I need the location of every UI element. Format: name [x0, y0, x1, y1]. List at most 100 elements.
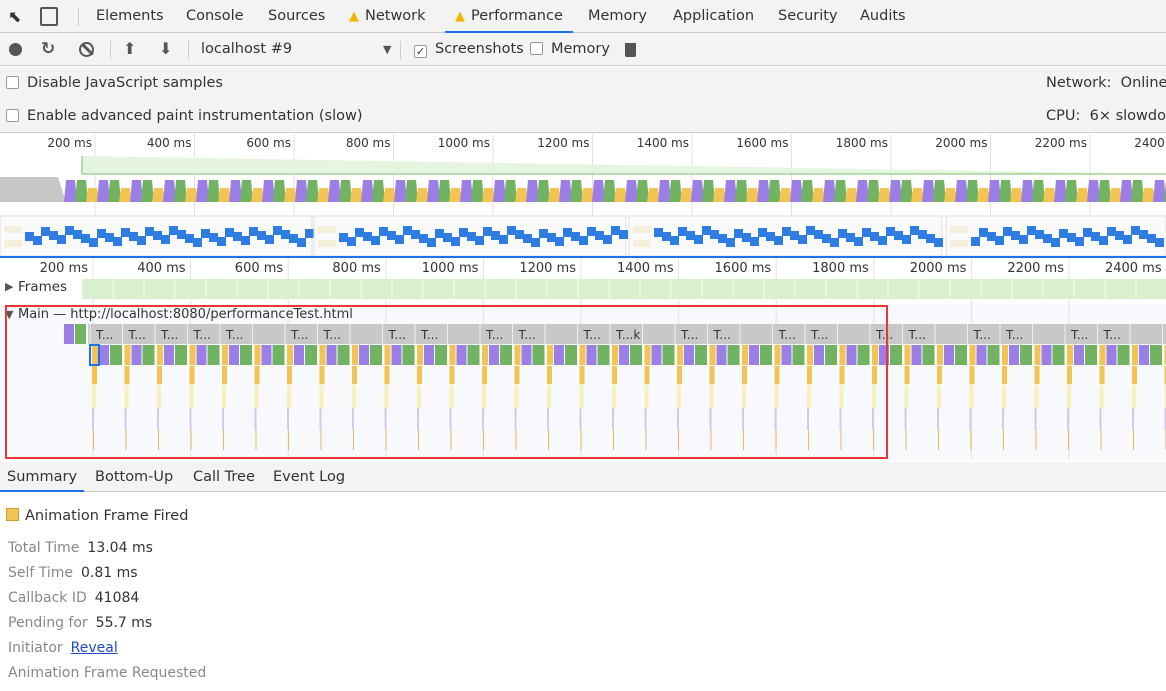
save-profile-icon[interactable]: ⬇: [159, 39, 173, 58]
function-call-event[interactable]: [807, 366, 812, 384]
recalc-style-event[interactable]: [1074, 345, 1084, 365]
js-event[interactable]: [547, 408, 549, 430]
recalc-style-event[interactable]: [196, 345, 207, 365]
animation-frame-event[interactable]: [677, 345, 683, 365]
function-call-event[interactable]: [384, 366, 390, 384]
selected-event[interactable]: [89, 344, 100, 366]
chevron-down-icon[interactable]: ▼: [383, 43, 392, 56]
recalc-style-event[interactable]: [326, 345, 337, 365]
js-event[interactable]: [645, 430, 647, 450]
function-call-event[interactable]: [904, 366, 910, 384]
js-event[interactable]: [839, 385, 844, 409]
device-toolbar-icon[interactable]: [40, 7, 58, 26]
js-event[interactable]: [808, 430, 809, 450]
tab-memory[interactable]: Memory: [588, 0, 647, 33]
js-event[interactable]: [92, 385, 96, 409]
paint-event[interactable]: [1020, 345, 1032, 365]
js-event[interactable]: [710, 430, 712, 450]
tab-performance[interactable]: ▲ Performance: [445, 0, 573, 33]
function-call-event[interactable]: [547, 366, 552, 384]
paint-event[interactable]: [175, 345, 187, 365]
recalc-style-event[interactable]: [521, 345, 532, 365]
advanced-paint-checkbox[interactable]: Enable advanced paint instrumentation (s…: [6, 108, 362, 124]
paint-event[interactable]: [370, 345, 382, 365]
paint-event[interactable]: [857, 345, 870, 365]
trash-icon[interactable]: [625, 43, 636, 57]
js-event[interactable]: [254, 408, 257, 430]
paint-event[interactable]: [890, 345, 902, 365]
js-event[interactable]: [840, 430, 842, 450]
animation-frame-event[interactable]: [222, 345, 228, 365]
record-icon[interactable]: [9, 43, 22, 56]
paint-event[interactable]: [467, 345, 480, 365]
js-event[interactable]: [579, 408, 582, 430]
paint-event[interactable]: [987, 345, 1000, 365]
paint-event[interactable]: [695, 345, 707, 365]
memory-checkbox[interactable]: Memory: [530, 33, 610, 66]
recalc-style-event[interactable]: [131, 345, 142, 365]
js-event[interactable]: [125, 430, 127, 450]
animation-frame-event[interactable]: [482, 345, 488, 365]
paint-event[interactable]: [597, 345, 610, 365]
js-event[interactable]: [254, 385, 259, 409]
animation-frame-event[interactable]: [709, 345, 716, 365]
recalc-style-event[interactable]: [1139, 345, 1149, 365]
animation-frame-event[interactable]: [742, 345, 748, 365]
recalc-style-event[interactable]: [879, 345, 889, 365]
recalc-style-event[interactable]: [424, 345, 434, 365]
js-event[interactable]: [1164, 408, 1166, 430]
js-event[interactable]: [775, 430, 777, 450]
js-event[interactable]: [449, 385, 454, 409]
function-call-event[interactable]: [872, 366, 877, 384]
js-event[interactable]: [384, 408, 387, 430]
js-event[interactable]: [1035, 430, 1037, 450]
js-event[interactable]: [418, 430, 419, 450]
clear-icon[interactable]: [79, 42, 94, 57]
recalc-style-event[interactable]: [1106, 345, 1117, 365]
tab-console[interactable]: Console: [186, 0, 244, 33]
js-event[interactable]: [514, 385, 519, 409]
animation-frame-event[interactable]: [1034, 345, 1041, 365]
js-event[interactable]: [1034, 408, 1037, 430]
js-event[interactable]: [969, 408, 972, 430]
paint-event[interactable]: [922, 345, 935, 365]
function-call-event[interactable]: [92, 366, 97, 384]
animation-frame-event[interactable]: [319, 345, 326, 365]
function-call-event[interactable]: [677, 366, 682, 384]
js-event[interactable]: [872, 385, 876, 409]
js-event[interactable]: [450, 430, 452, 450]
flame-event[interactable]: [64, 324, 74, 344]
tab-elements[interactable]: Elements: [96, 0, 164, 33]
inspect-element-icon[interactable]: ⬉: [8, 7, 22, 26]
js-event[interactable]: [1002, 408, 1004, 430]
js-event[interactable]: [190, 430, 192, 450]
js-event[interactable]: [222, 385, 226, 409]
js-event[interactable]: [1067, 385, 1071, 409]
tab-audits[interactable]: Audits: [860, 0, 906, 33]
js-event[interactable]: [222, 408, 224, 430]
function-call-event[interactable]: [839, 366, 845, 384]
animation-frame-event[interactable]: [547, 345, 553, 365]
recalc-style-event[interactable]: [911, 345, 922, 365]
screenshots-checkbox[interactable]: ✓ Screenshots: [414, 33, 524, 66]
paint-event[interactable]: [760, 345, 772, 365]
tab-security[interactable]: Security: [778, 0, 838, 33]
paint-event[interactable]: [727, 345, 740, 365]
function-call-event[interactable]: [449, 366, 455, 384]
js-event[interactable]: [189, 408, 192, 430]
js-event[interactable]: [937, 408, 939, 430]
js-event[interactable]: [319, 408, 322, 430]
function-call-event[interactable]: [124, 366, 130, 384]
animation-frame-event[interactable]: [254, 345, 261, 365]
paint-event[interactable]: [1085, 345, 1097, 365]
flame-chart[interactable]: T... T... T... T... T... T... T... T... T... T...…: [0, 258, 1166, 460]
paint-event[interactable]: [825, 345, 837, 365]
js-event[interactable]: [807, 385, 811, 409]
js-event[interactable]: [124, 385, 129, 409]
recalc-style-event[interactable]: [294, 345, 304, 365]
js-event[interactable]: [839, 408, 842, 430]
js-event[interactable]: [872, 408, 874, 430]
js-event[interactable]: [320, 430, 322, 450]
function-call-event[interactable]: [774, 366, 780, 384]
animation-frame-event[interactable]: [1067, 345, 1073, 365]
